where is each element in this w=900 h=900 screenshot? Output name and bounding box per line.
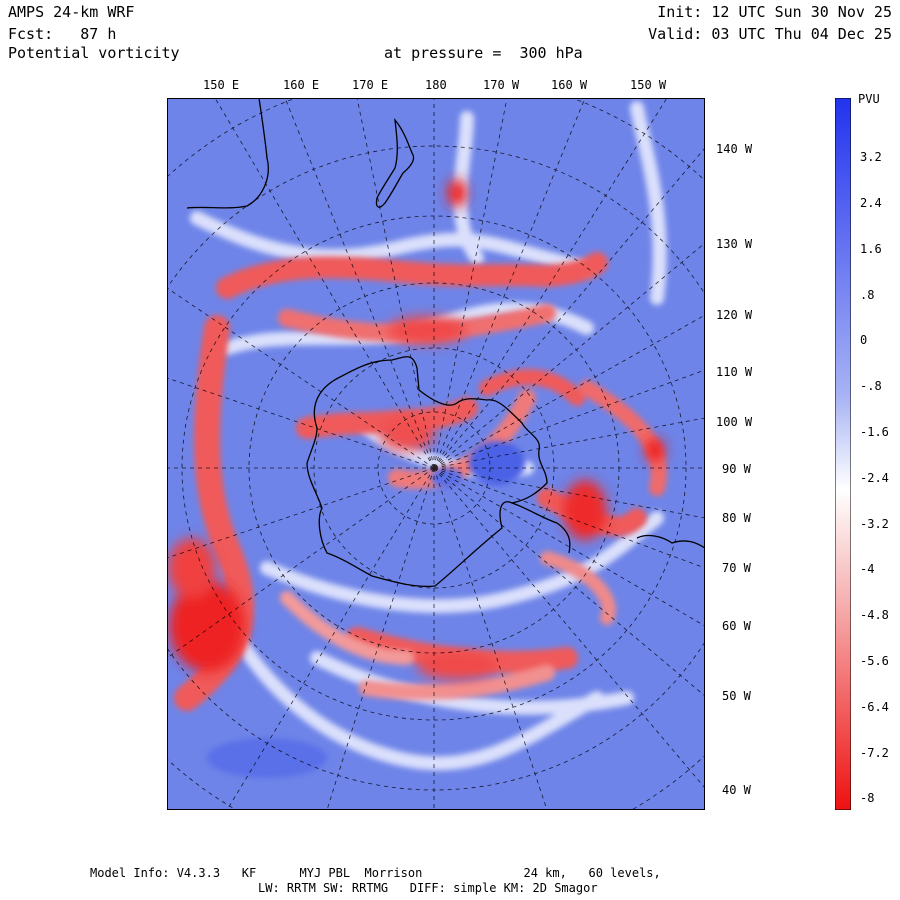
lon-label-right: 100 W: [716, 415, 753, 429]
colorbar-tick-label: -6.4: [860, 700, 889, 714]
south-america-coast: [636, 534, 705, 549]
lon-label-right: 90 W: [722, 462, 751, 476]
lon-label-right: 40 W: [722, 783, 751, 797]
model-info-line-1: Model Info: V4.3.3 KF MYJ PBL Morrison 2…: [90, 866, 661, 880]
colorbar-tick-label: -7.2: [860, 746, 889, 760]
lon-label-right: 70 W: [722, 561, 751, 575]
lon-label-top: 160 E: [283, 78, 320, 92]
model-info-line-2: LW: RRTM SW: RRTMG DIFF: simple KM: 2D S…: [258, 881, 598, 895]
colorbar-tick-label: -2.4: [860, 471, 889, 485]
colorbar-tick-label: 2.4: [860, 196, 882, 210]
lon-label-top: 150 E: [203, 78, 240, 92]
colorbar-tick-label: 3.2: [860, 150, 882, 164]
colorbar-tick-label: 0: [860, 333, 868, 347]
lon-label-top: 150 W: [630, 78, 667, 92]
colorbar-tick-label: -3.2: [860, 517, 889, 531]
lat-lon-grid: [167, 98, 705, 810]
lon-label-top: 170 E: [352, 78, 389, 92]
colorbar-tick-label: -4: [860, 562, 875, 576]
colorbar-tick-label: -4.8: [860, 608, 889, 622]
lon-label-right: 110 W: [716, 365, 753, 379]
new-zealand-coast: [375, 118, 415, 208]
lon-label-right: 50 W: [722, 689, 751, 703]
colorbar-tick-label: .8: [860, 288, 875, 302]
antarctica-coast: [306, 356, 548, 588]
lon-label-top: 160 W: [551, 78, 588, 92]
lon-label-right: 140 W: [716, 142, 753, 156]
pv-minimum-cores: [168, 179, 665, 680]
init-time: Init: 12 UTC Sun 30 Nov 25: [657, 3, 892, 21]
forecast-hour: Fcst: 87 h: [8, 25, 117, 43]
colorbar-tick-label: -5.6: [860, 654, 889, 668]
lon-label-top: 180: [425, 78, 447, 92]
field-name: Potential vorticity: [8, 44, 180, 62]
lon-label-right: 120 W: [716, 308, 753, 322]
potential-vorticity-map: [167, 98, 705, 810]
model-title: AMPS 24-km WRF: [8, 3, 135, 21]
colorbar-unit: PVU: [858, 92, 880, 106]
pressure-level: at pressure = 300 hPa: [384, 44, 583, 62]
valid-time: Valid: 03 UTC Thu 04 Dec 25: [648, 25, 892, 43]
pv-positive-patches: [207, 441, 525, 778]
lon-label-right: 60 W: [722, 619, 751, 633]
lon-label-right: 130 W: [716, 237, 753, 251]
lon-label-right: 80 W: [722, 511, 751, 525]
antarctic-peninsula-coast: [511, 502, 571, 554]
colorbar-tick-label: -8: [860, 791, 875, 805]
colorbar-tick-label: 1.6: [860, 242, 882, 256]
colorbar-tick-label: -.8: [860, 379, 882, 393]
australia-coast: [186, 98, 269, 209]
lon-label-top: 170 W: [483, 78, 520, 92]
colorbar-tick-label: -1.6: [860, 425, 889, 439]
pv-colorbar: [835, 98, 851, 810]
coastlines: [186, 98, 705, 588]
